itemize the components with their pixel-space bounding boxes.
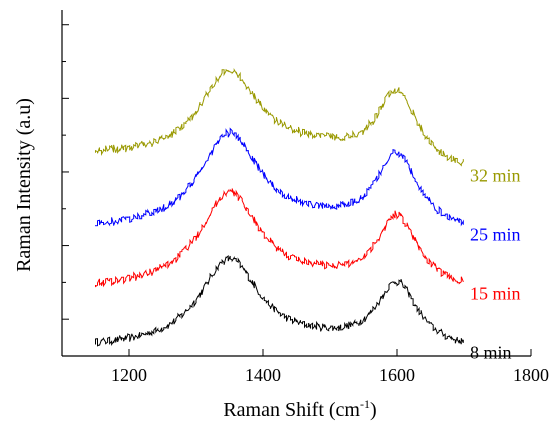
x-tick-label: 1600 (379, 365, 415, 385)
series-line (95, 255, 464, 347)
y-axis-title: Raman Intensity (a.u) (13, 98, 35, 272)
x-axis-title-main: Raman Shift (cm (223, 399, 360, 421)
y-axis (61, 10, 69, 356)
series-label: 32 min (470, 166, 521, 186)
x-tick-label: 1800 (513, 365, 549, 385)
plot-area (95, 68, 464, 347)
series-line (95, 68, 464, 167)
x-axis-title-close: ) (370, 399, 377, 421)
x-axis-title: Raman Shift (cm-1) (223, 397, 376, 421)
series-labels: 8 min 15 min 25 min 32 min (470, 166, 521, 363)
series-line (95, 188, 464, 288)
x-axis-title-sup: -1 (360, 397, 370, 411)
x-tick-label: 1200 (111, 365, 147, 385)
series-label: 25 min (470, 225, 521, 245)
series-label: 15 min (470, 283, 521, 303)
x-tick-label: 1400 (245, 365, 281, 385)
x-axis: 1200 1400 1600 1800 (62, 349, 549, 385)
series-line (95, 127, 464, 227)
series-label: 8 min (470, 342, 512, 362)
